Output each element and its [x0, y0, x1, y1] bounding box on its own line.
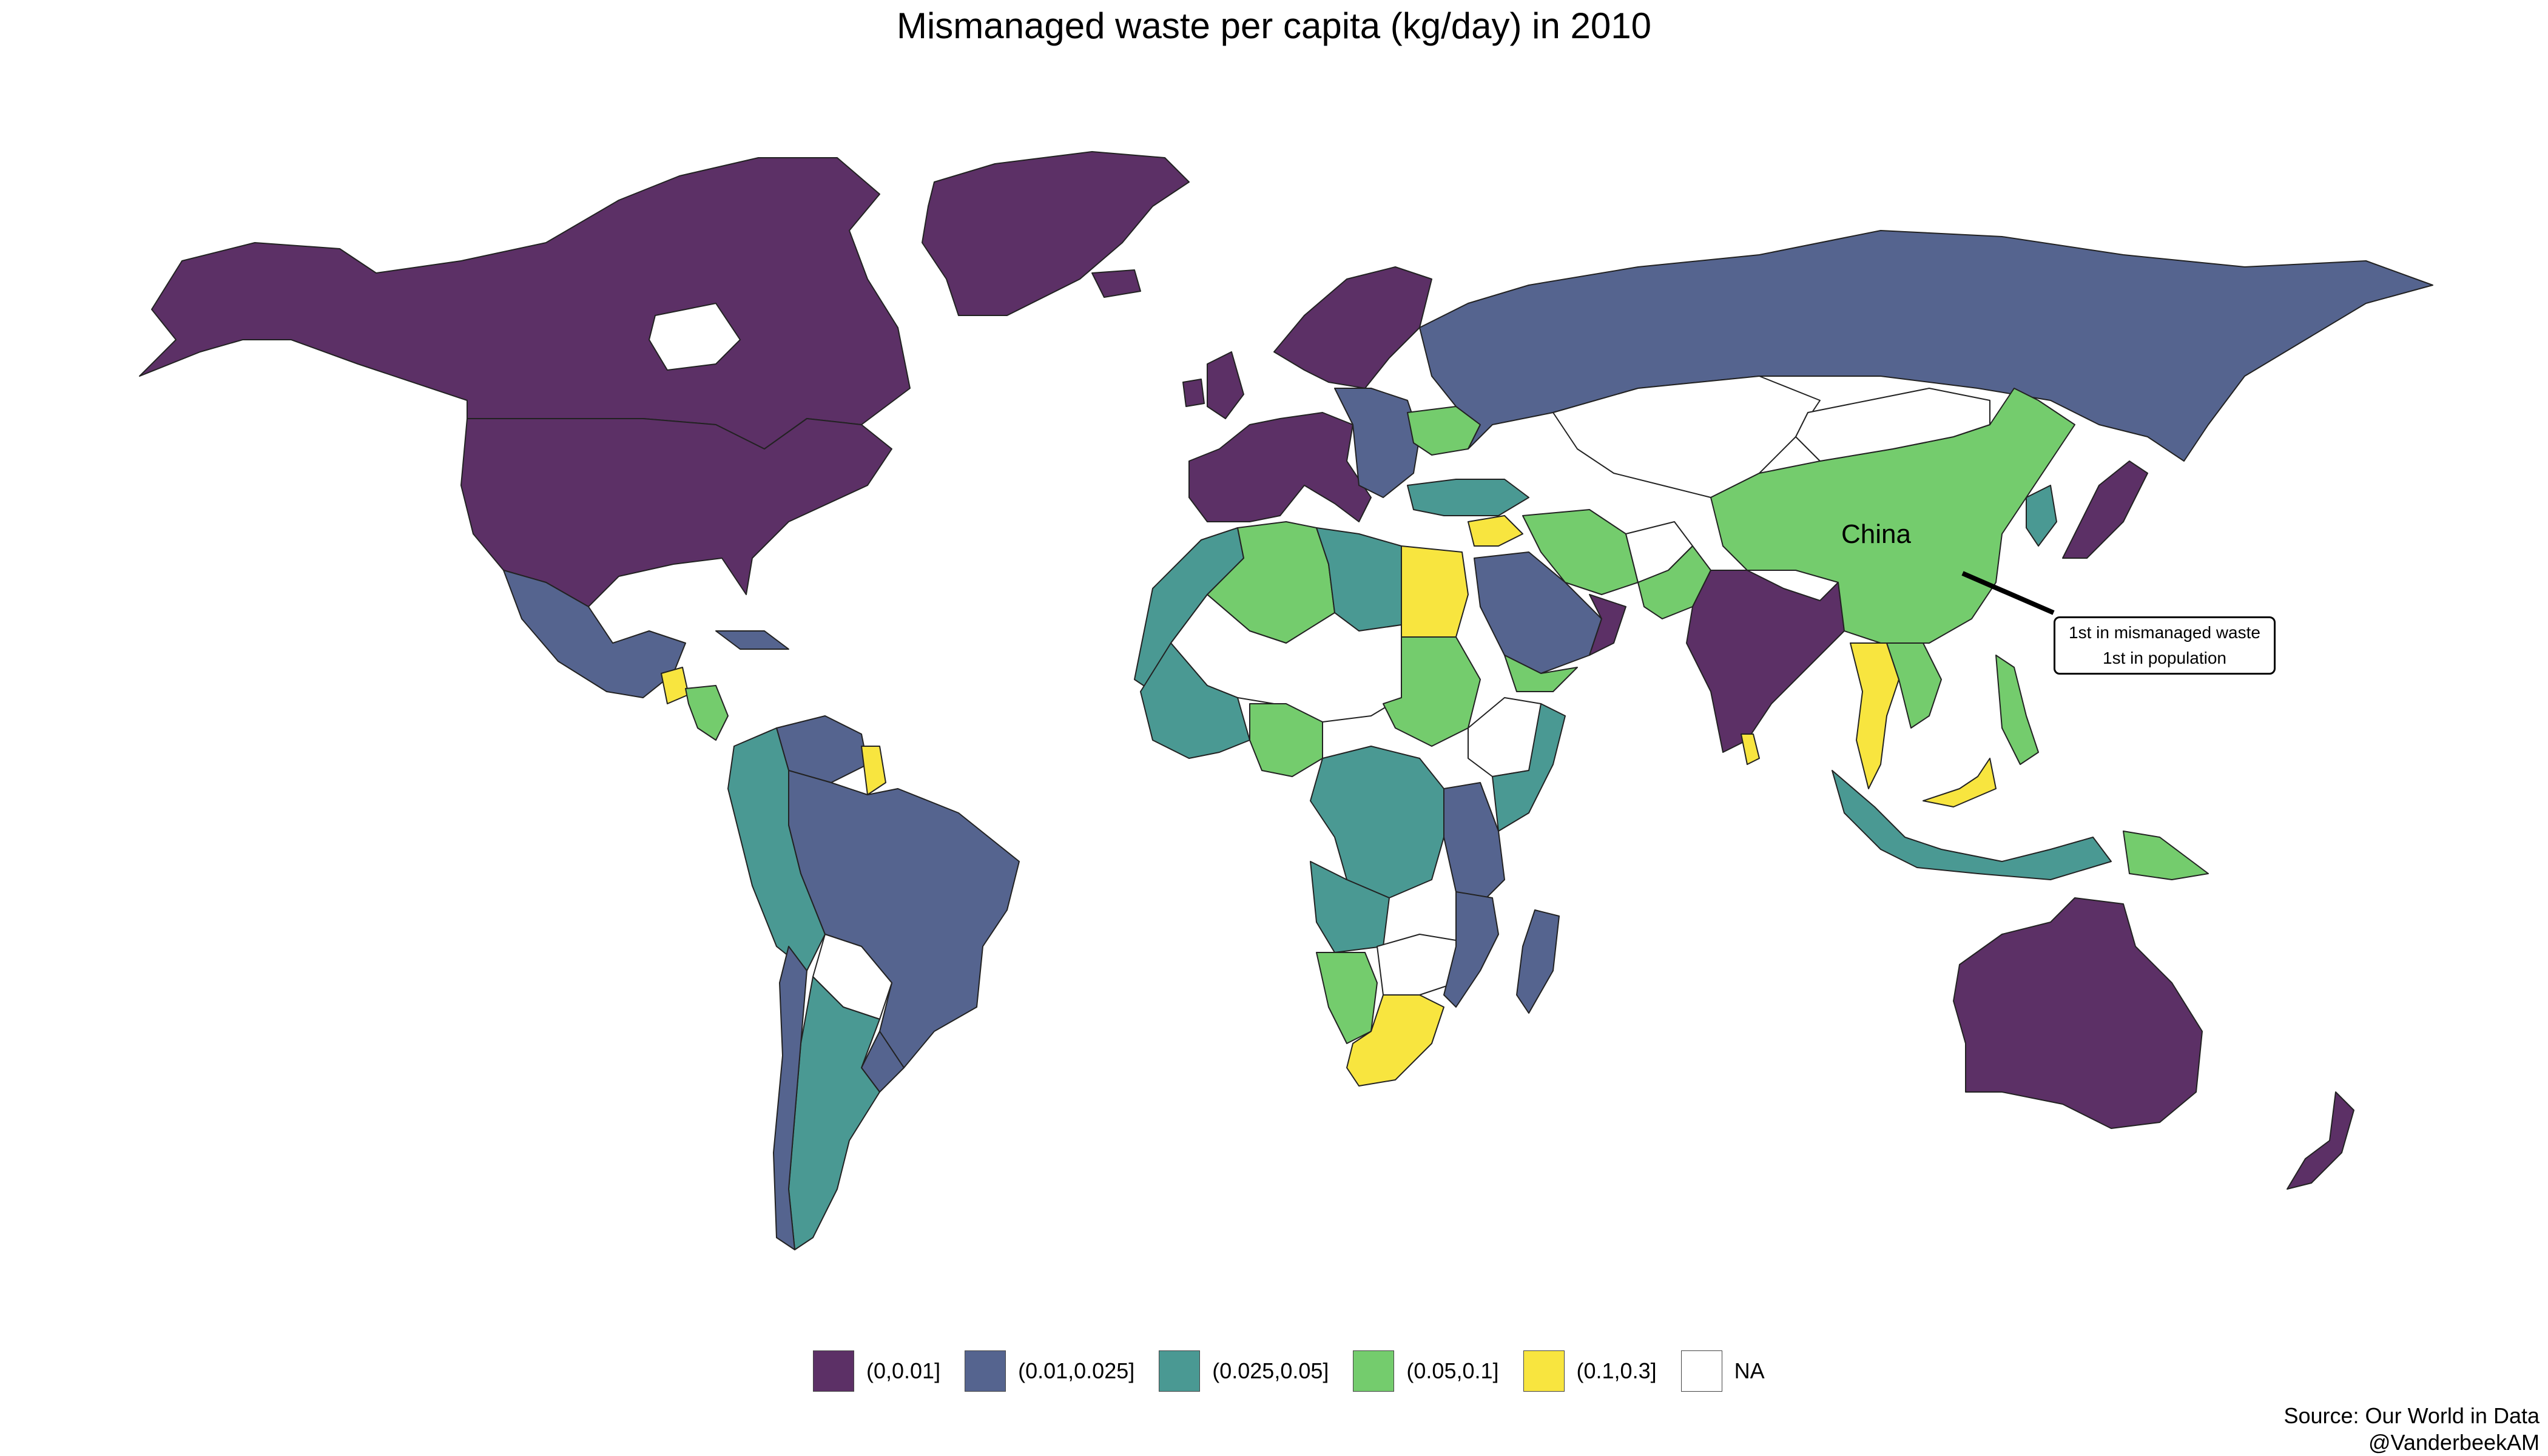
region-ireland: [1182, 379, 1205, 407]
annotation-line-2: 1st in population: [2103, 649, 2226, 667]
region-sri-lanka: [1741, 733, 1760, 765]
legend-item: NA: [1680, 1350, 1765, 1392]
region-oman: [1589, 594, 1626, 656]
region-scandinavia: [1273, 266, 1432, 389]
region-eastern-europe: [1334, 388, 1420, 498]
legend-label: (0.025,0.05]: [1212, 1358, 1329, 1383]
region-canada: [139, 157, 911, 450]
region-japan: [2062, 460, 2148, 559]
region-somalia-kenya-coast: [1492, 703, 1566, 832]
legend-item: (0.05,0.1]: [1353, 1350, 1499, 1392]
legend-label: NA: [1734, 1358, 1765, 1383]
region-iceland: [1091, 269, 1141, 298]
legend-label: (0,0.01]: [866, 1358, 941, 1383]
china-annotation-box: 1st in mismanaged waste 1st in populatio…: [2054, 616, 2276, 675]
legend-label: (0.01,0.025]: [1018, 1358, 1135, 1383]
source-credit: Source: Our World in Data @VanderbeekAM: [2283, 1403, 2540, 1456]
region-madagascar: [1516, 909, 1560, 1014]
region-thailand: [1850, 642, 1899, 789]
legend-item: (0.1,0.3]: [1523, 1350, 1657, 1392]
legend-item: (0.025,0.05]: [1159, 1350, 1329, 1392]
legend-swatch: [1159, 1350, 1201, 1392]
legend-label: (0.1,0.3]: [1576, 1358, 1657, 1383]
legend-swatch: [1353, 1350, 1395, 1392]
legend-swatch: [965, 1350, 1006, 1392]
region-south-africa: [1346, 994, 1444, 1087]
region-namibia: [1316, 952, 1378, 1044]
legend-swatch: [1523, 1350, 1565, 1392]
region-india: [1686, 570, 1845, 753]
region-mozambique: [1443, 891, 1499, 1008]
region-hudson-bay: [648, 302, 741, 371]
map-title: Mismanaged waste per capita (kg/day) in …: [896, 5, 1651, 46]
region-mexico: [503, 570, 686, 698]
region-guyana: [861, 746, 886, 795]
region-syria: [1468, 515, 1523, 547]
region-western-europe: [1188, 412, 1372, 522]
region-australia: [1953, 897, 2203, 1129]
legend-item: (0.01,0.025]: [965, 1350, 1134, 1392]
region-yemen: [1504, 655, 1578, 692]
region-vietnam: [1886, 642, 1942, 729]
legend-item: (0,0.01]: [813, 1350, 940, 1392]
region-botswana-zimbabwe: [1377, 934, 1457, 996]
legend-label: (0.05,0.1]: [1406, 1358, 1499, 1383]
region-indonesia: [1832, 770, 2112, 880]
region-united-kingdom: [1207, 351, 1244, 419]
annotation-leader-line: [1961, 571, 2055, 615]
legend-swatch: [813, 1350, 854, 1392]
region-dr-congo: [1310, 746, 1444, 898]
region-cuba: [715, 630, 789, 650]
region-philippines: [1995, 655, 2039, 765]
region-sudan: [1383, 636, 1481, 747]
region-papua-new-guinea: [2123, 831, 2209, 880]
region-guatemala: [661, 667, 689, 704]
region-tanzania: [1443, 782, 1505, 905]
region-iran: [1522, 509, 1639, 595]
region-russia: [1419, 230, 2433, 462]
region-mongolia: [1795, 388, 1990, 462]
source-line: Source: Our World in Data: [2283, 1403, 2540, 1428]
legend-swatch: [1680, 1350, 1722, 1392]
region-korea: [2026, 485, 2057, 547]
china-label: China: [1841, 519, 1911, 549]
region-turkey: [1407, 479, 1529, 516]
region-chile: [773, 946, 807, 1250]
region-new-zealand: [2287, 1091, 2354, 1190]
region-greenland: [922, 151, 1190, 316]
region-nigeria: [1249, 703, 1323, 777]
annotation-line-1: 1st in mismanaged waste: [2069, 623, 2260, 642]
author-handle: @VanderbeekAM: [2368, 1430, 2540, 1455]
legend: (0,0.01] (0.01,0.025] (0.025,0.05] (0.05…: [813, 1350, 1789, 1392]
region-colombia-ecuador-peru: [727, 727, 826, 971]
region-malaysia: [1923, 758, 1997, 807]
region-brazil: [788, 770, 1020, 1068]
region-egypt: [1401, 545, 1469, 638]
region-central-america: [685, 685, 729, 741]
